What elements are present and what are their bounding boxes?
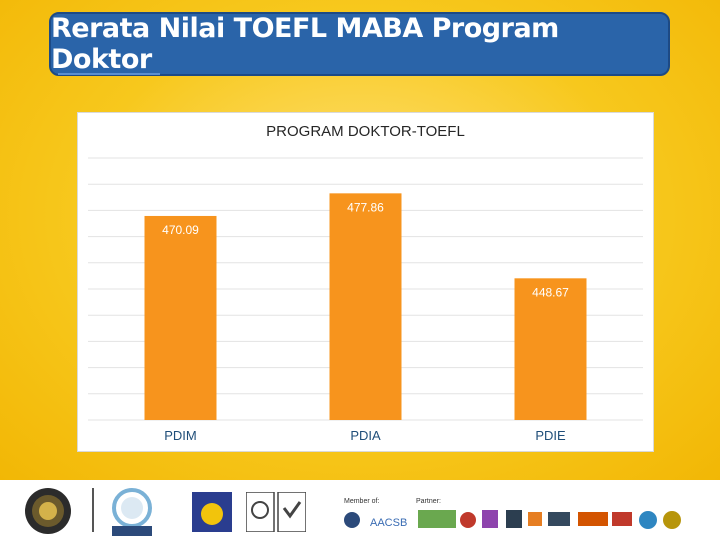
slide-title: Rerata Nilai TOEFL MABA Program Doktor — [51, 13, 559, 75]
bar-chart: 470.09 PDIM 477.86 PDIA 448.67 PDIE — [88, 157, 643, 443]
bar-pdim — [144, 215, 217, 420]
slide-title-banner: Rerata Nilai TOEFL MABA Program Doktor — [49, 12, 670, 76]
footer-logo-strip: Member of: AACSB Partner: — [0, 480, 720, 540]
title-underline — [58, 73, 160, 75]
membership-label: Member of: — [344, 498, 380, 505]
bar-pdia — [329, 193, 402, 420]
data-label-pdim: 470.09 — [162, 223, 199, 237]
ub-badge-logo — [192, 492, 232, 532]
data-label-pdie: 448.67 — [532, 285, 569, 299]
partner-label: Partner: — [416, 498, 441, 505]
certification-logos — [246, 492, 306, 532]
logo-divider — [92, 488, 94, 532]
category-label-pdim: PDIM — [164, 428, 197, 443]
category-label-pdie: PDIE — [535, 428, 566, 443]
bar-pdie — [514, 278, 587, 420]
data-label-pdia: 477.86 — [347, 200, 384, 214]
university-crest-logo — [25, 488, 71, 534]
abest21-logo — [112, 488, 152, 536]
category-label-pdia: PDIA — [350, 428, 381, 443]
svg-text:AACSB: AACSB — [370, 517, 407, 529]
chart-panel: PROGRAM DOKTOR-TOEFL 470.09 PDIM 477.86 PDI… — [77, 112, 654, 452]
partner-logos — [418, 510, 681, 529]
member-logos: AACSB — [344, 512, 407, 529]
chart-title: PROGRAM DOKTOR-TOEFL — [266, 123, 465, 140]
